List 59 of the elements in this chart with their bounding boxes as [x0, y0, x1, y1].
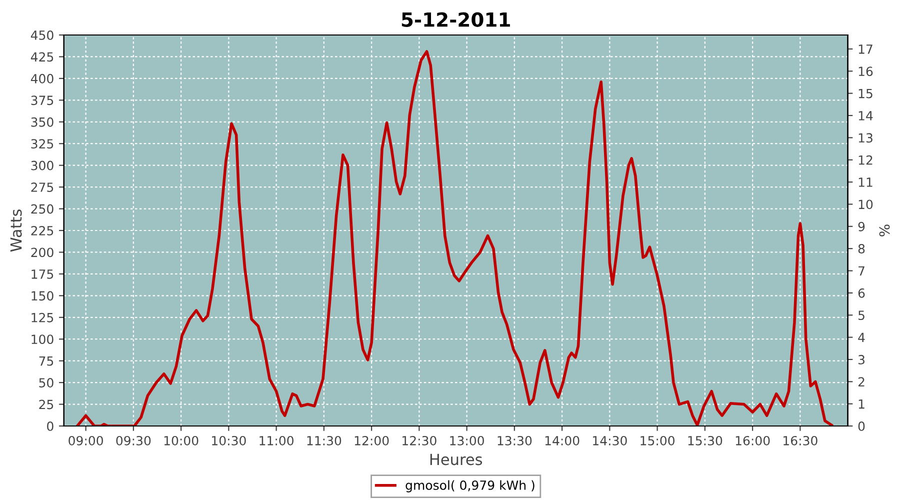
y2-tick-label: 4	[858, 332, 865, 342]
y-tick-label: 350	[31, 117, 54, 127]
y-axis-title: Watts	[10, 210, 22, 252]
y2-tick-label: 14	[858, 111, 873, 120]
x-tick-label: 10:30	[212, 436, 246, 446]
y2-tick-label: 5	[858, 310, 864, 320]
x-tick-label: 16:00	[736, 436, 770, 446]
x-tick-label: 10:00	[164, 436, 198, 446]
x-tick-label: 15:30	[688, 436, 722, 446]
x-tick-label: 15:00	[640, 436, 674, 446]
legend-label: gmosol( 0,979 kWh )	[406, 480, 534, 492]
x-tick-label: 13:00	[450, 436, 484, 446]
y2-tick-label: 15	[858, 88, 872, 98]
y2-tick-label: 1	[858, 399, 864, 409]
y2-tick-label: 9	[858, 222, 865, 232]
y2-tick-label: 17	[858, 44, 872, 54]
y-tick-label: 425	[30, 52, 54, 62]
y-tick-label: 125	[32, 312, 54, 322]
y2-tick-label: 3	[858, 354, 864, 364]
y-tick-label: 275	[31, 182, 54, 192]
y-tick-label: 75	[39, 356, 54, 366]
x-tick-label: 09:30	[116, 436, 151, 446]
x-tick-label: 12:30	[402, 436, 436, 446]
y2-tick-label: 11	[858, 178, 872, 187]
x-tick-label: 11:00	[260, 436, 294, 446]
y-tick-label: 100	[32, 334, 54, 344]
y2-tick-label: 6	[858, 288, 865, 298]
y-tick-label: 175	[32, 270, 54, 279]
y-tick-label: 50	[39, 378, 54, 388]
y-tick-label: 325	[31, 139, 54, 149]
y-tick-label: 200	[31, 248, 54, 258]
y-tick-label: 225	[31, 226, 54, 236]
x-tick-label: 14:30	[593, 436, 627, 446]
y-tick-label: 25	[39, 400, 54, 410]
y-tick-label: 0	[47, 421, 54, 431]
y-tick-label: 450	[30, 30, 54, 40]
y2-tick-label: 0	[858, 421, 865, 431]
x-tick-label: 13:30	[498, 436, 532, 446]
x-tick-label: 12:00	[354, 436, 389, 446]
x-tick-label: 11:30	[307, 436, 342, 446]
y-tick-label: 150	[32, 291, 54, 301]
y2-tick-label: 12	[858, 155, 872, 165]
y-tick-label: 400	[30, 74, 54, 84]
y2-axis-title: %	[879, 224, 890, 236]
y-tick-label: 250	[31, 204, 54, 214]
y2-tick-label: 7	[858, 266, 864, 276]
x-tick-label: 09:00	[68, 436, 103, 446]
line-series	[76, 50, 833, 426]
y-tick-label: 375	[31, 96, 54, 106]
x-tick-label: 14:00	[545, 436, 580, 446]
y2-tick-label: 8	[858, 244, 865, 254]
y2-tick-label: 13	[858, 133, 872, 143]
chart-title: 5-12-2011	[402, 12, 510, 27]
x-axis-title: Heures	[430, 454, 482, 466]
y2-tick-label: 10	[858, 200, 873, 210]
y2-tick-label: 2	[858, 377, 864, 386]
y2-tick-label: 16	[858, 66, 873, 76]
y-tick-label: 300	[31, 160, 54, 170]
x-tick-label: 16:30	[784, 436, 818, 446]
